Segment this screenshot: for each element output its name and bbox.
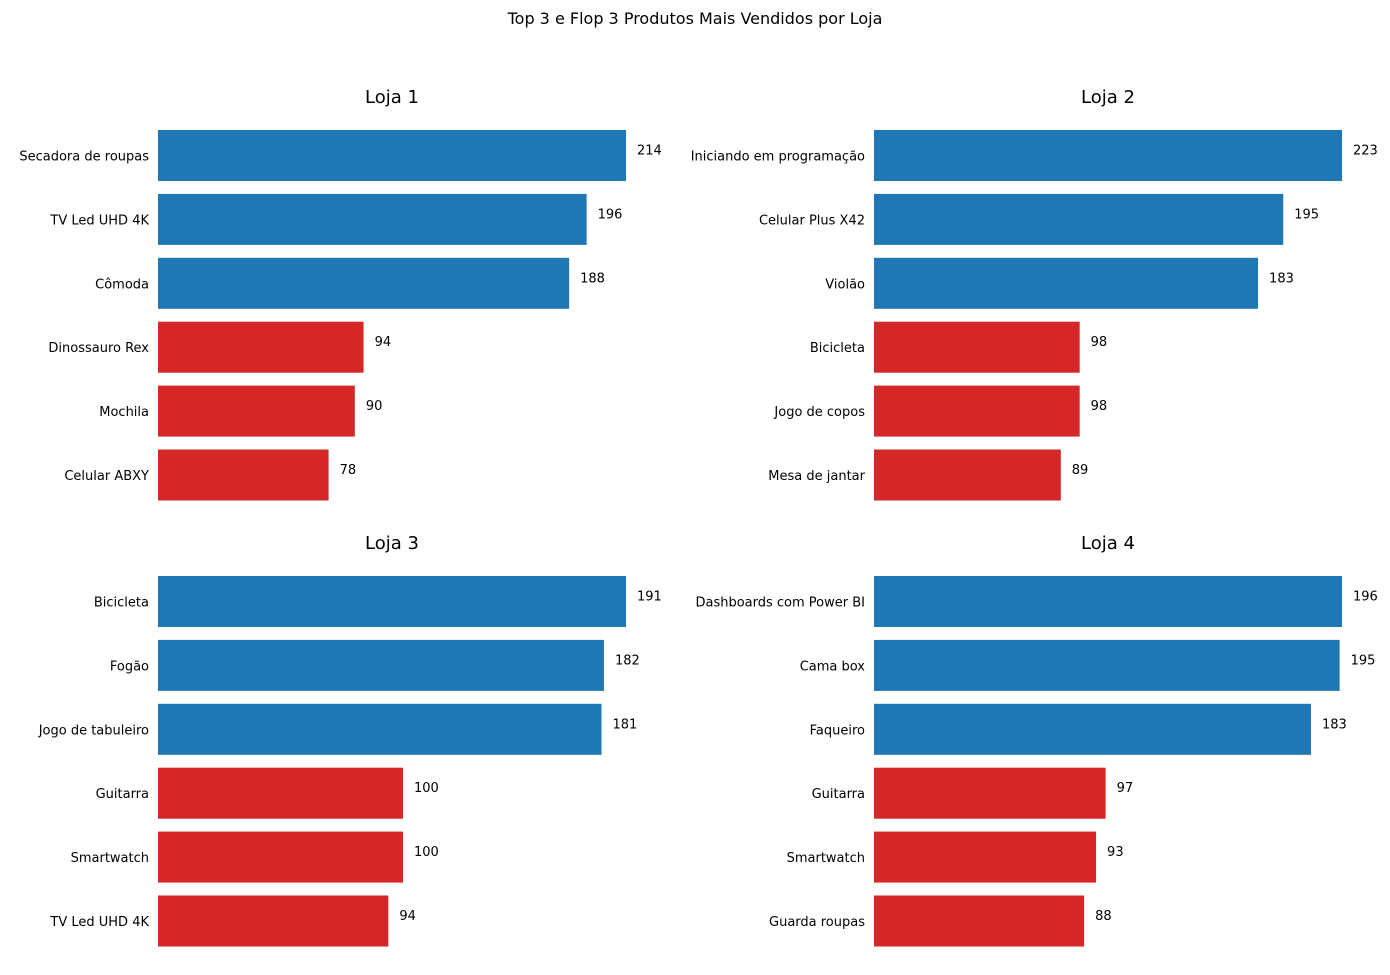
value-label: 93 (1107, 845, 1124, 860)
category-label: Violão (825, 277, 865, 292)
bar-flop (874, 385, 1080, 437)
value-label: 223 (1353, 144, 1378, 159)
value-label: 100 (414, 845, 439, 860)
value-label: 181 (612, 717, 637, 732)
category-label: Smartwatch (787, 851, 865, 866)
bar-flop (874, 831, 1097, 883)
bar-top (874, 193, 1284, 245)
chart-panel-2: Loja 2 Iniciando em programação 223 Celular… (691, 87, 1378, 501)
panel-title: Loja 2 (1081, 87, 1135, 108)
bar-flop (158, 385, 355, 437)
category-label: TV Led UHD 4K (49, 213, 149, 228)
figure-title: Top 3 e Flop 3 Produtos Mais Vendidos po… (507, 9, 883, 28)
category-label: Secadora de roupas (19, 150, 149, 165)
bar-flop (874, 767, 1106, 819)
category-label: Jogo de copos (773, 405, 865, 420)
value-label: 94 (375, 335, 392, 350)
panel-title: Loja 3 (365, 533, 419, 554)
value-label: 191 (637, 590, 662, 605)
panel-title: Loja 4 (1081, 533, 1135, 554)
category-label: Smartwatch (71, 851, 149, 866)
bar-flop (158, 321, 364, 373)
category-label: Celular Plus X42 (759, 213, 865, 228)
category-label: Mochila (99, 405, 149, 420)
value-label: 214 (637, 144, 662, 159)
value-label: 182 (615, 653, 640, 668)
value-label: 88 (1095, 909, 1112, 924)
category-label: Mesa de jantar (768, 469, 865, 484)
value-label: 90 (366, 399, 383, 414)
bar-flop (874, 895, 1085, 947)
bar-flop (874, 449, 1061, 501)
category-label: Faqueiro (810, 723, 865, 738)
bar-top (874, 130, 1342, 181)
value-label: 94 (399, 909, 416, 924)
value-label: 100 (414, 781, 439, 796)
category-label: Fogão (110, 659, 149, 674)
bar-top (874, 576, 1342, 627)
bar-top (158, 130, 626, 181)
value-label: 98 (1091, 399, 1108, 414)
value-label: 89 (1072, 463, 1089, 478)
category-label: Guitarra (96, 787, 149, 802)
value-label: 183 (1322, 717, 1347, 732)
bar-top (158, 639, 604, 691)
bar-top (158, 257, 570, 309)
value-label: 188 (580, 271, 605, 286)
category-label: Dashboards com Power BI (695, 596, 865, 611)
value-label: 195 (1294, 207, 1319, 222)
bar-flop (158, 449, 329, 501)
category-label: Bicicleta (810, 341, 865, 356)
value-label: 98 (1091, 335, 1108, 350)
category-label: Iniciando em programação (691, 150, 865, 165)
category-label: Guarda roupas (769, 915, 865, 930)
chart-panel-3: Loja 3 Bicicleta 191 Fogão 182 Jogo de tabule… (38, 533, 662, 947)
value-label: 195 (1351, 653, 1376, 668)
chart-panels: Loja 1 Secadora de roupas 214 TV Led UHD 4K… (19, 87, 1378, 947)
bar-top (158, 193, 587, 245)
value-label: 78 (340, 463, 357, 478)
category-label: Bicicleta (94, 596, 149, 611)
chart-panel-1: Loja 1 Secadora de roupas 214 TV Led UHD 4K… (19, 87, 662, 501)
category-label: Jogo de tabuleiro (38, 723, 149, 738)
bar-top (874, 257, 1259, 309)
bar-flop (874, 321, 1080, 373)
value-label: 183 (1269, 271, 1294, 286)
bar-flop (158, 831, 404, 883)
bar-top (874, 703, 1311, 755)
bar-flop (158, 767, 404, 819)
category-label: TV Led UHD 4K (49, 915, 149, 930)
bar-top (158, 576, 626, 627)
value-label: 97 (1117, 781, 1134, 796)
bar-top (874, 639, 1340, 691)
category-label: Celular ABXY (64, 469, 149, 484)
value-label: 196 (1353, 590, 1378, 605)
category-label: Dinossauro Rex (48, 341, 149, 356)
bar-top (158, 703, 602, 755)
panel-title: Loja 1 (365, 87, 419, 108)
category-label: Guitarra (812, 787, 865, 802)
category-label: Cômoda (95, 277, 149, 292)
category-label: Cama box (800, 659, 866, 674)
bar-flop (158, 895, 389, 947)
value-label: 196 (598, 207, 623, 222)
chart-panel-4: Loja 4 Dashboards com Power BI 196 Cama box… (695, 533, 1378, 947)
